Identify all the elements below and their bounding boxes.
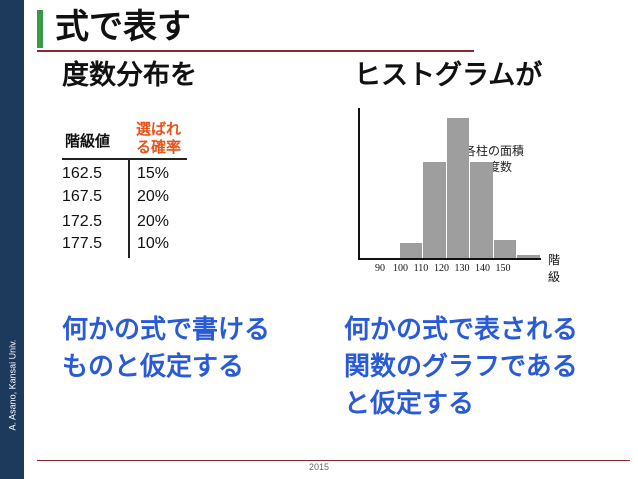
x-tick-label: 140: [475, 263, 490, 274]
footer-year: 2015: [308, 462, 330, 472]
right-statement-line1: 何かの式で表される: [344, 315, 579, 345]
right-heading: ヒストグラムが: [354, 60, 543, 91]
left-statement: 何かの式で書ける ものと仮定する: [62, 312, 270, 386]
histogram-bar-110-120: [422, 162, 446, 258]
histogram-x-axis: [358, 258, 541, 260]
table-cell-probability: 10%: [137, 235, 170, 252]
histogram: 各柱の面積 ＝度数 階級 90 100 110 120 130 140 150: [352, 108, 560, 284]
sidebar: [0, 0, 24, 479]
annotation-line1: 各柱の面積: [464, 144, 525, 158]
probability-header-line1: 選ばれ: [136, 120, 182, 138]
x-tick-label: 130: [454, 263, 470, 274]
histogram-x-label: 階級: [548, 253, 561, 284]
x-tick-label: 110: [413, 263, 429, 274]
author-label: A. Asano, Kansai Univ.: [0, 300, 24, 470]
histogram-y-axis: [358, 108, 360, 258]
table-cell-probability: 20%: [137, 213, 170, 230]
table-cell-grade: 172.5: [62, 213, 103, 230]
slide-title: 式で表す: [55, 7, 191, 47]
histogram-bar-120-130: [445, 118, 469, 258]
probability-header-line2: る確率: [136, 138, 182, 156]
grade-column-header: 階級値: [65, 132, 111, 150]
x-tick-label: 120: [434, 263, 449, 274]
x-tick-label: 150: [495, 263, 511, 274]
table-cell-grade: 167.5: [62, 188, 103, 205]
table-cell-grade: 177.5: [62, 235, 103, 252]
histogram-bar-140-150: [492, 240, 516, 258]
right-statement: 何かの式で表される 関数のグラフである と仮定する: [344, 312, 578, 423]
title-underline: [37, 50, 474, 52]
author-text: A. Asano, Kansai Univ.: [7, 339, 18, 431]
right-statement-line3: と仮定する: [344, 389, 475, 419]
table-cell-probability: 20%: [137, 188, 170, 205]
x-tick-label: 100: [393, 263, 408, 274]
left-heading: 度数分布を: [62, 60, 197, 91]
table-column-rule: [128, 158, 130, 258]
right-statement-line2: 関数のグラフである: [344, 352, 578, 382]
table-header-rule: [62, 158, 187, 160]
histogram-bar-130-140: [469, 162, 493, 258]
left-statement-line2: ものと仮定する: [62, 352, 245, 382]
table-cell-probability: 15%: [137, 165, 170, 182]
title-accent-bar: [37, 10, 43, 48]
x-tick-label: 90: [375, 263, 385, 274]
probability-column-header: 選ばれ る確率: [136, 120, 186, 156]
left-statement-line1: 何かの式で書ける: [62, 315, 271, 345]
table-cell-grade: 162.5: [62, 165, 103, 182]
histogram-bar-150-160: [516, 255, 540, 258]
frequency-table: 階級値 選ばれ る確率 162.5 15% 167.5 20% 172.5 20…: [62, 120, 187, 260]
footer-rule: [37, 460, 630, 461]
histogram-bar-100-110: [398, 243, 422, 258]
